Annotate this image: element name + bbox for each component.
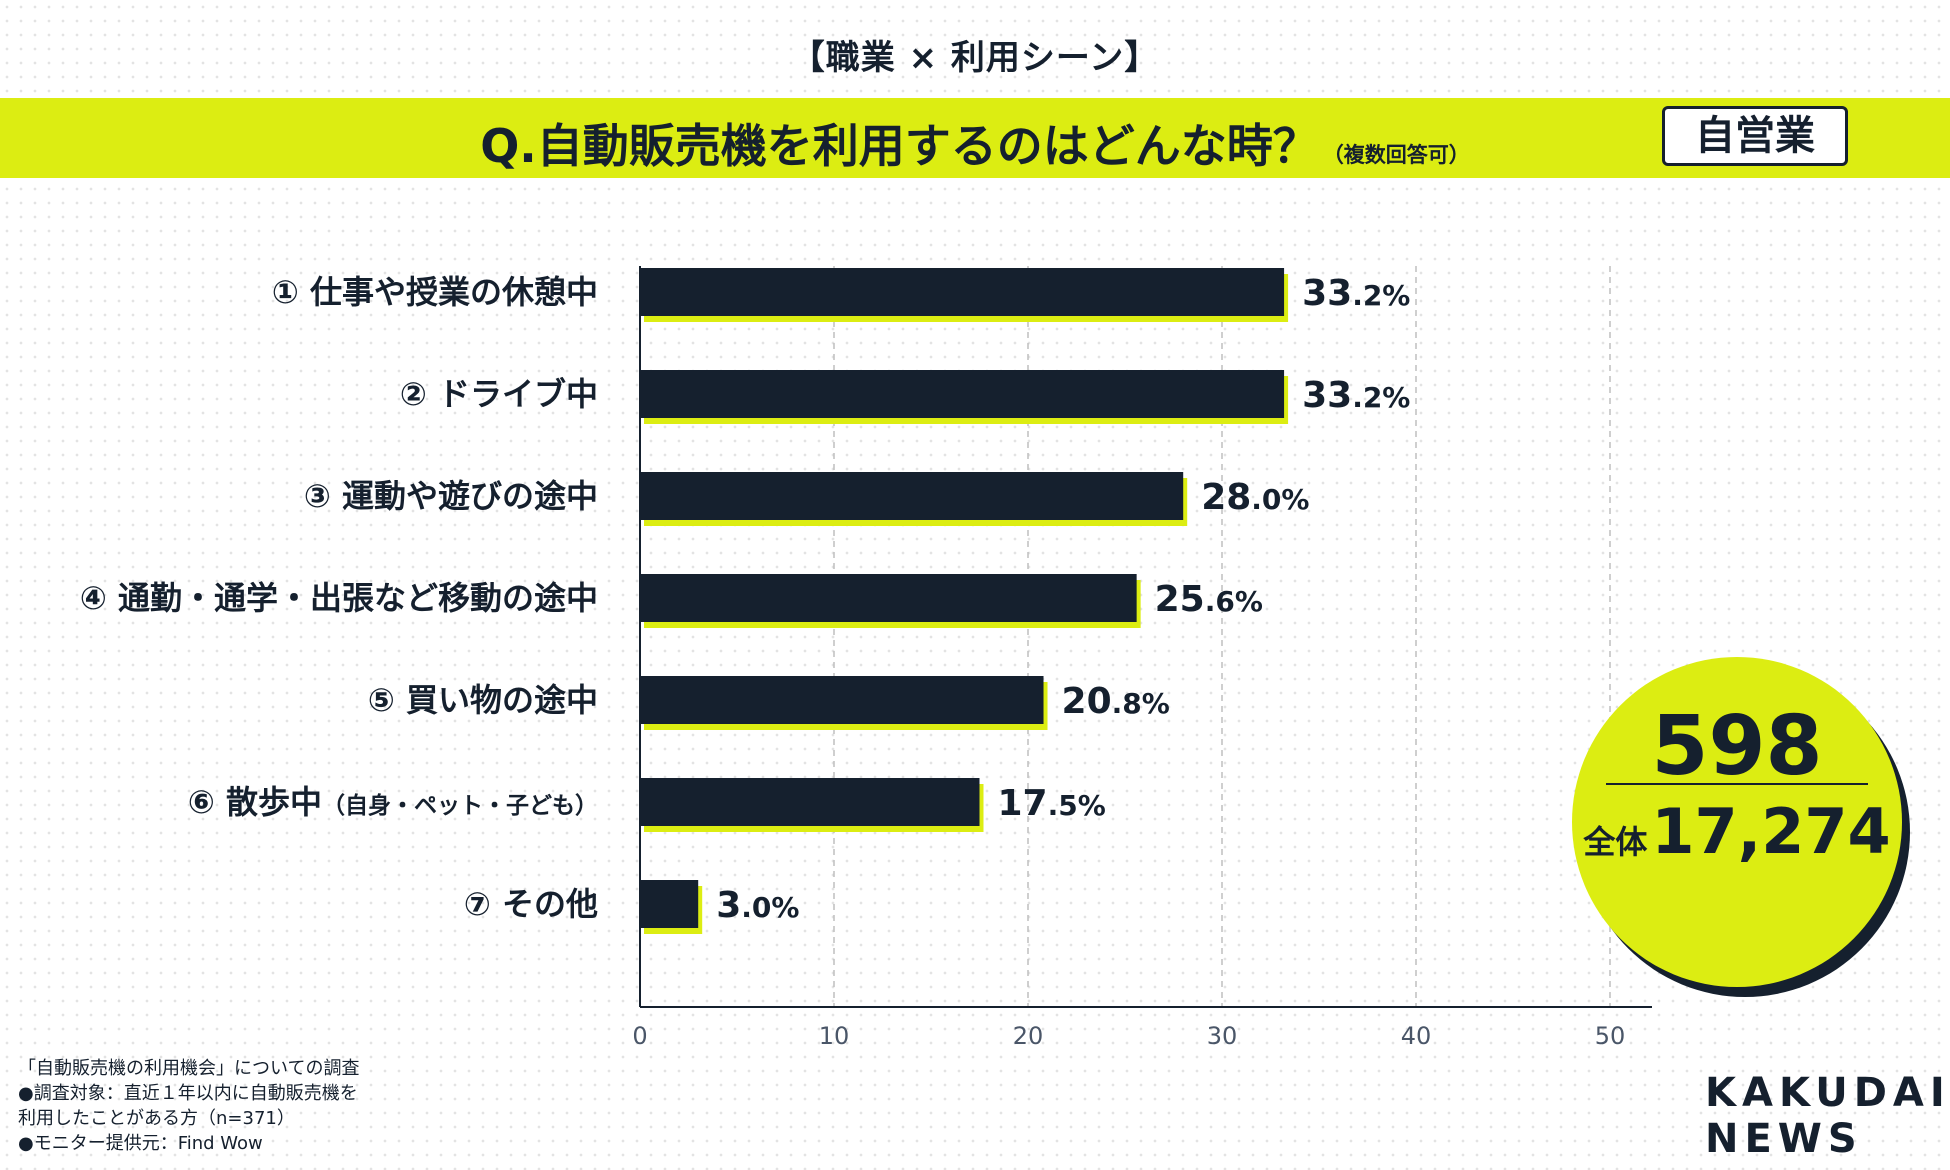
question-note: （複数回答可） (1322, 143, 1470, 167)
x-tick-label: 30 (1207, 1022, 1238, 1050)
bar-value-label: 25.6% (1155, 579, 1263, 620)
kakudai-news-logo: KAKUDAI NEWS (1705, 1070, 1950, 1162)
category-label: ④ 通勤・通学・出張など移動の途中 (80, 579, 598, 617)
bar (640, 268, 1285, 316)
bar (640, 880, 699, 928)
category-label: ⑥ 散歩中（自身・ペット・子ども） (188, 783, 598, 821)
footnote-line: 利用したことがある方（n=371） (18, 1108, 295, 1129)
x-tick-label: 40 (1401, 1022, 1432, 1050)
segment-badge: 自営業 (1662, 106, 1848, 166)
category-label: ② ドライブ中 (400, 375, 598, 413)
bar (640, 370, 1285, 418)
footnote-line: 「自動販売機の利用機会」についての調査 (18, 1058, 360, 1079)
bar-value-label: 33.2% (1302, 273, 1410, 314)
category-label: ① 仕事や授業の休憩中 (272, 273, 598, 311)
total-size: 全体17,274 (1572, 795, 1902, 868)
logo-line: KAKUDAI (1705, 1070, 1950, 1116)
circle-divider (1606, 783, 1868, 785)
bar-value-label: 28.0% (1201, 477, 1309, 518)
survey-footnote: 「自動販売機の利用機会」についての調査 ●調査対象：直近１年以内に自動販売機を … (18, 1056, 359, 1156)
x-tick-label: 20 (1013, 1022, 1044, 1050)
sample-size: 598 (1651, 699, 1823, 794)
total-label: 全体 (1583, 823, 1648, 861)
x-tick-label: 10 (819, 1022, 850, 1050)
sample-size-circle: 598 全体17,274 (1572, 657, 1902, 987)
bar-value-label: 33.2% (1302, 375, 1410, 416)
question-title: Q.自動販売機を利用するのはどんな時？ （複数回答可） (0, 110, 1950, 176)
bar-value-label: 17.5% (998, 783, 1106, 824)
category-label: ③ 運動や遊びの途中 (304, 477, 598, 515)
bar (640, 676, 1044, 724)
category-label: ⑦ その他 (464, 885, 598, 923)
logo-line: NEWS (1705, 1116, 1863, 1162)
total-value: 17,274 (1651, 795, 1891, 868)
bar (640, 778, 980, 826)
chart-subtitle: 【職業 × 利用シーン】 (790, 38, 1160, 78)
bar-value-label: 3.0% (716, 885, 799, 926)
x-tick-label: 0 (632, 1022, 647, 1050)
category-label: ⑤ 買い物の途中 (368, 681, 598, 719)
x-tick-label: 50 (1595, 1022, 1626, 1050)
question-text: Q.自動販売機を利用するのはどんな時？ (480, 119, 1319, 173)
question-band (0, 98, 1950, 178)
bar (640, 574, 1137, 622)
bar-value-label: 20.8% (1062, 681, 1170, 722)
footnote-line: ●モニター提供元：Find Wow (18, 1133, 263, 1154)
footnote-line: ●調査対象：直近１年以内に自動販売機を (18, 1083, 358, 1104)
bar (640, 472, 1184, 520)
